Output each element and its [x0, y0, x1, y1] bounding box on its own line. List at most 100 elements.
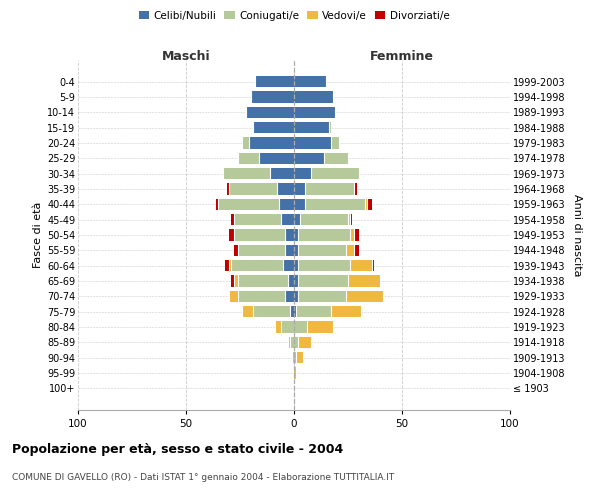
- Bar: [324, 152, 348, 164]
- Bar: [248, 137, 294, 148]
- Bar: [296, 306, 331, 318]
- Bar: [283, 260, 294, 272]
- Bar: [294, 276, 298, 287]
- Bar: [229, 290, 238, 302]
- Bar: [292, 352, 294, 364]
- Bar: [251, 91, 294, 102]
- Bar: [298, 276, 348, 287]
- Bar: [255, 76, 294, 88]
- Bar: [225, 260, 229, 272]
- Bar: [290, 306, 294, 318]
- Bar: [294, 76, 326, 88]
- Bar: [294, 229, 298, 241]
- Bar: [232, 214, 233, 226]
- Bar: [281, 214, 294, 226]
- Bar: [279, 198, 294, 210]
- Bar: [294, 244, 298, 256]
- Bar: [287, 336, 290, 348]
- Y-axis label: Anni di nascita: Anni di nascita: [572, 194, 582, 276]
- Bar: [294, 290, 298, 302]
- Bar: [286, 244, 294, 256]
- Bar: [247, 106, 294, 118]
- Bar: [294, 122, 329, 134]
- Bar: [294, 183, 305, 194]
- Bar: [294, 306, 296, 318]
- Bar: [301, 214, 348, 226]
- Bar: [229, 260, 232, 272]
- Bar: [294, 137, 331, 148]
- Bar: [290, 336, 294, 348]
- Bar: [298, 229, 350, 241]
- Bar: [286, 229, 294, 241]
- Bar: [298, 260, 350, 272]
- Bar: [350, 214, 352, 226]
- Text: COMUNE DI GAVELLO (RO) - Dati ISTAT 1° gennaio 2004 - Elaborazione TUTTITALIA.IT: COMUNE DI GAVELLO (RO) - Dati ISTAT 1° g…: [12, 472, 394, 482]
- Bar: [216, 198, 218, 210]
- Bar: [331, 306, 361, 318]
- Bar: [294, 368, 296, 379]
- Bar: [287, 276, 294, 287]
- Bar: [232, 276, 233, 287]
- Bar: [232, 260, 283, 272]
- Y-axis label: Fasce di età: Fasce di età: [32, 202, 43, 268]
- Bar: [238, 152, 259, 164]
- Bar: [294, 198, 305, 210]
- Bar: [238, 290, 286, 302]
- Bar: [305, 198, 365, 210]
- Bar: [367, 198, 372, 210]
- Bar: [294, 152, 324, 164]
- Bar: [355, 229, 359, 241]
- Bar: [223, 168, 270, 179]
- Bar: [305, 183, 355, 194]
- Bar: [346, 290, 383, 302]
- Bar: [294, 168, 311, 179]
- Bar: [372, 260, 374, 272]
- Bar: [294, 260, 298, 272]
- Bar: [348, 214, 350, 226]
- Bar: [229, 183, 277, 194]
- Bar: [229, 229, 233, 241]
- Bar: [298, 244, 346, 256]
- Bar: [227, 183, 229, 194]
- Bar: [294, 322, 307, 333]
- Bar: [294, 106, 335, 118]
- Bar: [242, 306, 253, 318]
- Bar: [277, 183, 294, 194]
- Text: Popolazione per età, sesso e stato civile - 2004: Popolazione per età, sesso e stato civil…: [12, 442, 343, 456]
- Bar: [233, 229, 286, 241]
- Bar: [253, 122, 294, 134]
- Bar: [346, 244, 355, 256]
- Bar: [350, 229, 355, 241]
- Bar: [350, 260, 372, 272]
- Bar: [355, 183, 356, 194]
- Bar: [294, 91, 333, 102]
- Bar: [259, 152, 294, 164]
- Bar: [298, 290, 346, 302]
- Bar: [218, 198, 279, 210]
- Bar: [238, 244, 286, 256]
- Bar: [253, 306, 290, 318]
- Bar: [329, 122, 331, 134]
- Bar: [294, 352, 296, 364]
- Bar: [270, 168, 294, 179]
- Bar: [311, 168, 359, 179]
- Bar: [307, 322, 333, 333]
- Bar: [348, 276, 380, 287]
- Bar: [355, 244, 359, 256]
- Legend: Celibi/Nubili, Coniugati/e, Vedovi/e, Divorziati/e: Celibi/Nubili, Coniugati/e, Vedovi/e, Di…: [136, 8, 452, 24]
- Bar: [296, 352, 302, 364]
- Text: Maschi: Maschi: [161, 50, 211, 64]
- Bar: [238, 276, 287, 287]
- Bar: [281, 322, 294, 333]
- Bar: [331, 137, 340, 148]
- Bar: [242, 137, 248, 148]
- Bar: [233, 214, 281, 226]
- Text: Femmine: Femmine: [370, 50, 434, 64]
- Bar: [365, 198, 367, 210]
- Bar: [233, 276, 238, 287]
- Bar: [298, 336, 311, 348]
- Bar: [286, 290, 294, 302]
- Bar: [294, 336, 298, 348]
- Bar: [233, 244, 238, 256]
- Bar: [275, 322, 281, 333]
